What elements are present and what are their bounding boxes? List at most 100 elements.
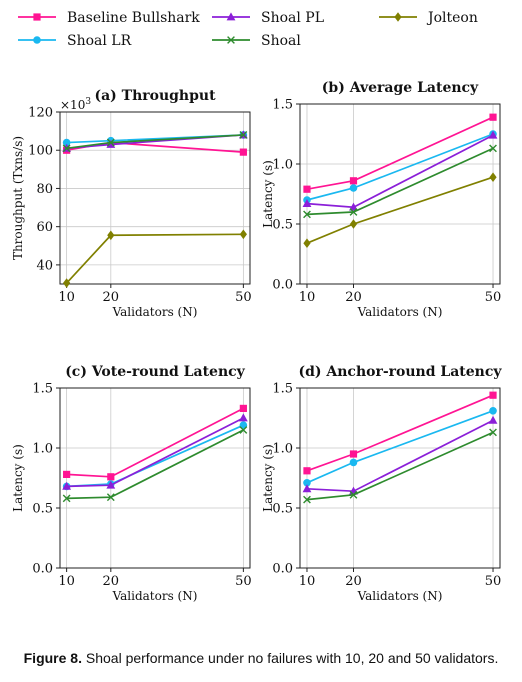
data-point <box>349 490 358 499</box>
legend-marker <box>394 12 402 22</box>
data-point <box>489 428 497 437</box>
x-tick-label: 50 <box>235 290 252 305</box>
data-point <box>106 139 116 148</box>
series-shoal-pl <box>302 130 498 211</box>
series-line <box>306 394 494 472</box>
x-tick-label: 20 <box>103 574 120 589</box>
legend-label: Baseline Bullshark <box>67 10 200 26</box>
legend-marker <box>226 12 236 21</box>
series-baseline-bullshark <box>63 404 247 481</box>
series-line <box>306 147 494 216</box>
y-axis-label: Latency (s) <box>261 444 275 512</box>
y-tick-label: 1.5 <box>32 382 53 397</box>
y-exponent-label: ×103 <box>60 97 91 112</box>
y-tick-label: 0.0 <box>272 278 293 293</box>
series-shoal-lr <box>62 421 248 491</box>
data-point <box>489 172 497 182</box>
x-tick-label: 50 <box>485 574 502 589</box>
legend-item-baseline-bullshark: Baseline Bullshark <box>18 10 200 26</box>
x-axis-label: Validators (N) <box>112 589 198 603</box>
data-point <box>349 202 358 211</box>
data-point <box>239 148 247 156</box>
series-line <box>306 176 494 244</box>
series-baseline-bullshark <box>303 391 497 475</box>
legend-item-shoal-pl: Shoal PL <box>212 10 324 26</box>
series-line <box>66 233 244 284</box>
x-tick-label: 10 <box>58 290 75 305</box>
caption-label: Figure 8. <box>23 650 82 666</box>
plot-frame <box>59 111 251 285</box>
y-tick-label: 80 <box>36 182 53 197</box>
data-point <box>303 479 311 487</box>
series-line <box>66 141 244 153</box>
x-tick-label: 20 <box>345 574 362 589</box>
data-point <box>62 481 72 490</box>
plot-frame <box>299 103 501 285</box>
data-point <box>239 229 247 240</box>
legend-label: Shoal <box>261 33 301 49</box>
series-baseline-bullshark <box>303 113 497 193</box>
series-shoal-pl <box>302 415 498 495</box>
x-tick-label: 20 <box>103 290 120 305</box>
y-axis-label: Latency (s) <box>261 160 275 228</box>
series-shoal <box>62 131 248 153</box>
series-jolteon <box>303 172 497 248</box>
data-point <box>106 480 116 489</box>
data-point <box>107 473 115 481</box>
legend-label: Jolteon <box>426 10 478 26</box>
data-point <box>489 407 497 415</box>
grid <box>300 387 500 569</box>
y-tick-label: 0.5 <box>272 502 293 517</box>
panel-title: (a) Throughput <box>94 88 216 104</box>
data-point <box>489 391 497 399</box>
panel-c-vote-round-latency: (c) Vote-round Latency 10 20 50 0.0 0.5 1.0 1.5… <box>11 364 252 603</box>
data-point <box>349 177 358 185</box>
panel-title: (b) Average Latency <box>322 80 479 96</box>
legend-marker <box>33 36 41 44</box>
data-point <box>63 278 71 288</box>
plot-frame <box>59 387 251 569</box>
x-tick-label: 10 <box>58 574 75 589</box>
panel-title: (c) Vote-round Latency <box>65 364 245 380</box>
y-tick-label: 1.0 <box>32 442 53 457</box>
data-point <box>62 494 71 503</box>
x-tick-label: 20 <box>345 290 362 305</box>
series-shoal <box>303 144 497 219</box>
data-point <box>488 130 498 139</box>
data-point <box>349 184 358 192</box>
y-axis-label: Throughput (Txns/s) <box>11 136 25 260</box>
data-point <box>302 199 312 207</box>
series-shoal-lr <box>62 131 248 147</box>
y-tick-label: 1.0 <box>272 158 293 173</box>
data-point <box>349 458 358 467</box>
series-jolteon <box>63 229 247 288</box>
series-line <box>306 116 494 191</box>
data-point <box>63 470 71 478</box>
data-point <box>62 138 71 147</box>
legend: Baseline Bullshark Shoal LR Shoal PL Shoal J… <box>18 10 478 49</box>
data-point <box>488 415 498 424</box>
y-tick-label: 0.0 <box>32 562 53 577</box>
y-axis-label: Latency (s) <box>11 444 25 512</box>
y-tick-label: 1.0 <box>272 442 293 457</box>
data-point <box>239 131 248 139</box>
y-tick-label: 1.5 <box>272 98 293 113</box>
y-tick-label: 40 <box>36 258 53 273</box>
legend-item-jolteon: Jolteon <box>379 10 478 26</box>
grid <box>60 387 250 569</box>
legend-item-shoal: Shoal <box>212 33 301 49</box>
data-point <box>303 210 311 219</box>
data-point <box>239 426 248 434</box>
legend-label: Shoal PL <box>261 10 324 26</box>
data-point <box>239 404 247 412</box>
caption-text: Shoal performance under no failures with… <box>85 650 499 666</box>
x-tick-label: 10 <box>299 574 316 589</box>
data-point <box>349 208 358 216</box>
x-tick-label: 10 <box>299 290 316 305</box>
data-point <box>303 467 311 475</box>
data-point <box>107 230 115 241</box>
legend-marker <box>33 13 41 21</box>
y-tick-label: 1.5 <box>272 382 293 397</box>
data-point <box>489 113 497 121</box>
